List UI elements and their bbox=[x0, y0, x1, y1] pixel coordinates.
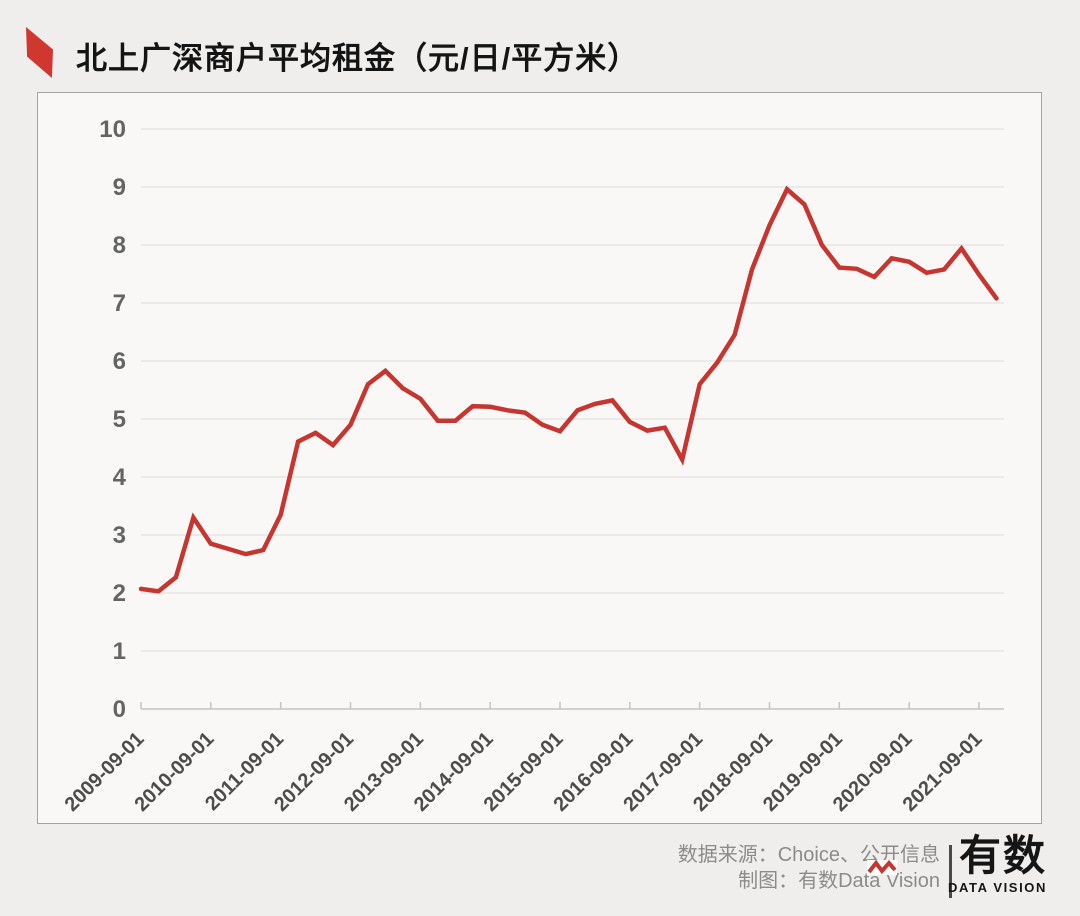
logo-zigzag-icon bbox=[867, 860, 898, 875]
footer-divider bbox=[949, 845, 952, 898]
svg-text:10: 10 bbox=[99, 116, 126, 143]
svg-text:6: 6 bbox=[113, 348, 126, 375]
rent-line-chart: 0123456789102009-09-012010-09-012011-09-… bbox=[61, 116, 1004, 816]
brand-logo: 有数 DATA VISION bbox=[867, 832, 1047, 895]
svg-text:5: 5 bbox=[113, 406, 126, 433]
brand-logo-text: 有数 bbox=[958, 832, 1047, 879]
svg-text:7: 7 bbox=[113, 290, 126, 317]
brand-logo-subtitle: DATA VISION bbox=[948, 880, 1047, 895]
credit-line: 制图：有数Data Vision bbox=[738, 870, 940, 892]
svg-text:4: 4 bbox=[113, 464, 127, 491]
svg-text:3: 3 bbox=[113, 522, 126, 549]
chart-panel: 0 1 2 3 4 5 6 7 8 9 10 2009-09-01 2010-09-01 2011-09-… bbox=[37, 92, 1042, 824]
svg-text:9: 9 bbox=[113, 174, 126, 201]
svg-text:1: 1 bbox=[113, 638, 126, 665]
footer-text: 数据来源：Choice、公开信息 制图：有数Data Vision bbox=[678, 842, 940, 894]
data-source-line: 数据来源：Choice、公开信息 bbox=[677, 844, 940, 866]
svg-text:0: 0 bbox=[113, 696, 126, 723]
title-marker-icon bbox=[26, 27, 53, 78]
page-title: 北上广深商户平均租金（元/日/平方米） bbox=[76, 41, 640, 76]
svg-text:8: 8 bbox=[113, 232, 126, 259]
svg-text:2: 2 bbox=[113, 580, 126, 607]
